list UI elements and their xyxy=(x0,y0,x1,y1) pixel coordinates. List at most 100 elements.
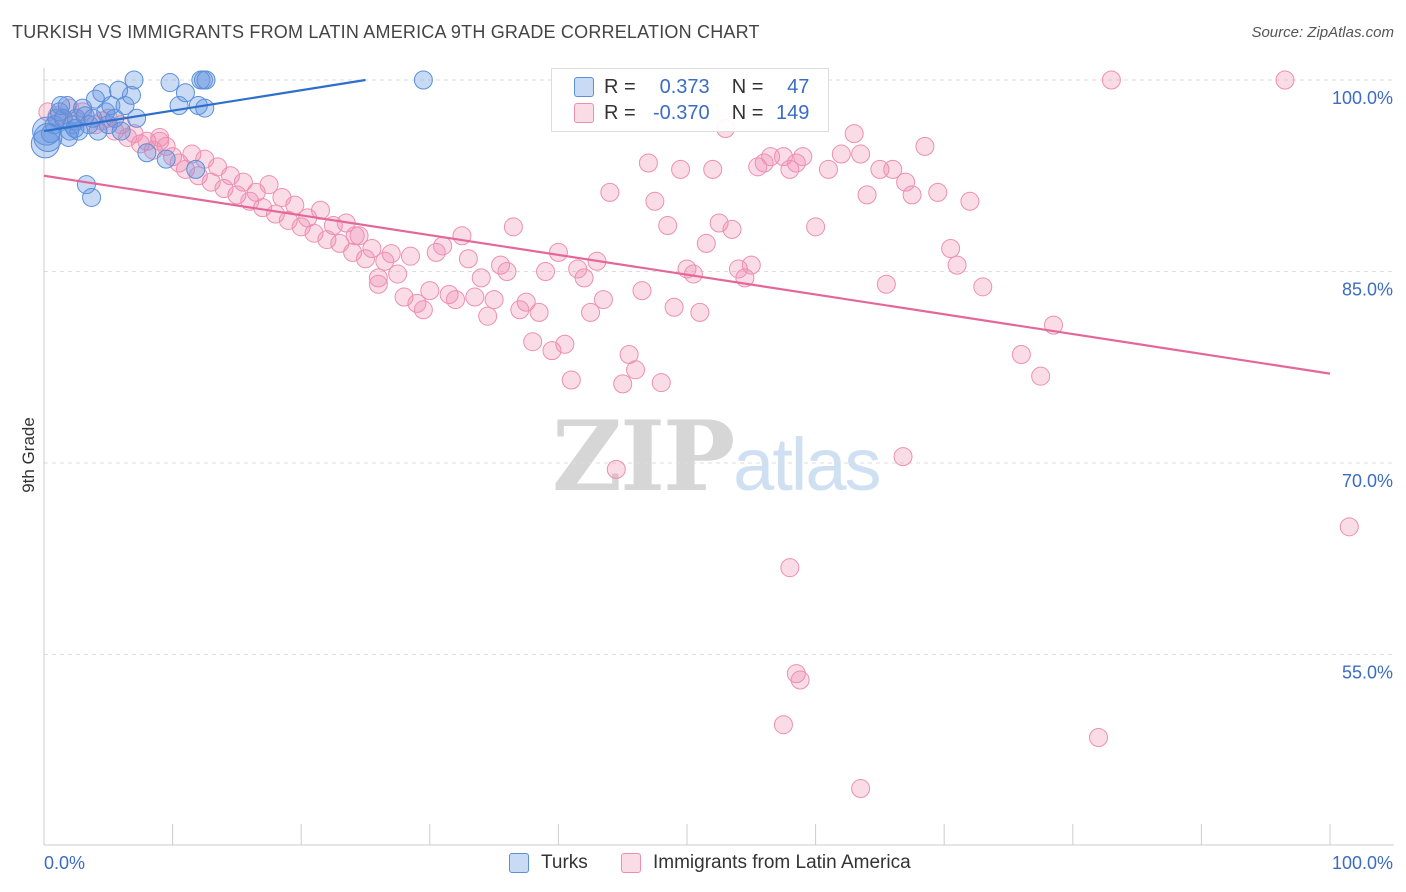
watermark-atlas: atlas xyxy=(733,423,881,506)
legend: Turks Immigrants from Latin America xyxy=(0,850,1406,880)
latam-point xyxy=(1031,366,1051,386)
latam-point xyxy=(883,159,903,179)
latam-point xyxy=(497,262,517,281)
latam-point xyxy=(458,249,478,269)
latam-point xyxy=(433,236,453,256)
y-tick-label: 70.0% xyxy=(1342,471,1393,491)
turks-swatch xyxy=(574,77,594,97)
latam-point xyxy=(664,297,684,317)
latam-point xyxy=(356,249,375,269)
turks-point xyxy=(175,83,195,103)
legend-item-turks[interactable]: Turks xyxy=(509,852,588,874)
y-tick-label: 85.0% xyxy=(1342,280,1393,300)
latam-point xyxy=(947,255,967,275)
latam-point xyxy=(1101,70,1121,90)
latam-point xyxy=(790,670,810,690)
latam-point xyxy=(529,302,549,322)
latam-point xyxy=(600,182,620,202)
r-value: 0.373 xyxy=(659,75,710,98)
latam-point xyxy=(960,191,980,211)
latam-point xyxy=(928,182,948,202)
latam-point xyxy=(780,558,800,578)
latam-point xyxy=(375,251,395,271)
latam-point xyxy=(902,185,922,205)
n-label: N = xyxy=(731,101,764,124)
latam-point xyxy=(471,268,491,288)
latam-point xyxy=(671,159,691,179)
legend-item-latam[interactable]: Immigrants from Latin America xyxy=(621,852,911,874)
latam-point xyxy=(658,216,678,236)
latam-point xyxy=(150,131,170,151)
latam-point xyxy=(555,334,575,354)
latam-point xyxy=(574,268,594,288)
latam-point xyxy=(941,239,961,259)
latam-point xyxy=(478,306,498,326)
turks-point xyxy=(413,70,433,90)
turks-point xyxy=(111,121,131,141)
latam-point xyxy=(690,302,710,322)
turks-point xyxy=(51,96,71,116)
latam-point xyxy=(503,217,523,237)
latam-point xyxy=(806,217,826,237)
latam-point xyxy=(638,153,658,173)
latam-point xyxy=(722,219,742,239)
turks-point xyxy=(33,122,63,152)
turks-point xyxy=(196,70,216,90)
latam-trendline xyxy=(43,174,1331,375)
turks-point xyxy=(156,149,176,169)
latam-point xyxy=(593,290,613,310)
latam-point xyxy=(523,332,543,352)
n-label: N = xyxy=(731,75,764,98)
turks-point xyxy=(160,73,180,93)
latam-point xyxy=(851,779,871,799)
source-label: Source: ZipAtlas.com xyxy=(1251,24,1394,41)
latam-point xyxy=(561,370,581,390)
latam-point xyxy=(773,715,793,735)
latam-point xyxy=(368,274,388,294)
latam-point xyxy=(741,255,761,275)
latam-point xyxy=(368,268,388,288)
latam-point xyxy=(844,124,864,144)
latam-point xyxy=(233,172,253,192)
n-value: 47 xyxy=(787,75,810,98)
latam-point xyxy=(896,172,916,192)
stats-row-latam: R = -0.370 N = 149 xyxy=(574,101,809,125)
latam-point xyxy=(259,175,279,195)
latam-point xyxy=(536,262,556,281)
latam-point xyxy=(1339,517,1359,537)
turks-point xyxy=(65,119,85,139)
latam-point xyxy=(851,144,871,164)
latam-point xyxy=(703,159,723,179)
latam-point xyxy=(446,290,466,310)
r-value: -0.370 xyxy=(652,101,710,124)
turks-point xyxy=(82,187,102,207)
latam-point xyxy=(613,374,633,394)
latam-point xyxy=(510,300,530,320)
chart-title: TURKISH VS IMMIGRANTS FROM LATIN AMERICA… xyxy=(12,22,760,42)
latam-point xyxy=(857,185,877,205)
latam-point xyxy=(973,277,993,297)
legend-label-latam: Immigrants from Latin America xyxy=(653,852,911,873)
legend-label-turks: Turks xyxy=(541,852,588,873)
latam-point xyxy=(696,233,716,253)
latam-point xyxy=(388,264,408,284)
latam-swatch xyxy=(574,103,594,123)
zipatlas-watermark: ZIPatlas xyxy=(552,400,881,513)
latam-point xyxy=(831,144,851,164)
watermark-zip: ZIP xyxy=(552,400,735,513)
latam-legend-swatch xyxy=(621,853,641,873)
latam-point xyxy=(1011,344,1031,364)
latam-point xyxy=(606,459,626,479)
latam-point xyxy=(632,281,652,301)
latam-point xyxy=(345,226,365,246)
latam-point xyxy=(420,281,440,301)
turks-point xyxy=(121,85,141,105)
latam-point xyxy=(182,144,202,164)
turks-point xyxy=(195,98,215,118)
latam-point xyxy=(893,447,913,467)
n-value: 149 xyxy=(776,101,810,124)
x-tick-label: 100.0% xyxy=(1332,853,1393,873)
turks-trendline xyxy=(43,78,366,133)
latam-point xyxy=(317,230,337,250)
